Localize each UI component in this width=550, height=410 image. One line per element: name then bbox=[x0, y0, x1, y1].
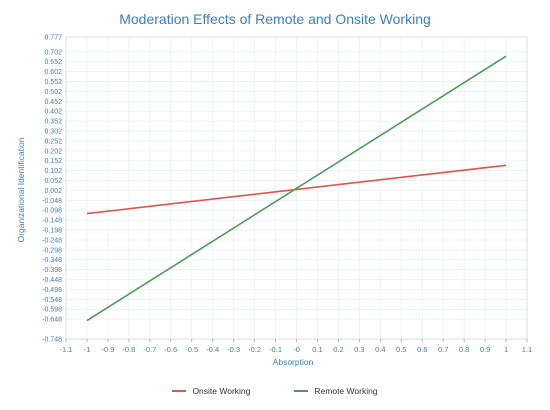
y-tick-label: -0.398 bbox=[42, 267, 62, 274]
x-tick-label: -0.9 bbox=[101, 345, 114, 354]
series-line-onsite-working bbox=[86, 164, 507, 215]
x-tick-label: -0 bbox=[293, 345, 300, 354]
y-tick-label: 0.152 bbox=[44, 158, 62, 165]
y-tick-label: -0.598 bbox=[42, 307, 62, 314]
y-tick-label: 0.452 bbox=[44, 99, 62, 106]
series-lines bbox=[86, 55, 507, 322]
x-tick-label: 0.9 bbox=[480, 345, 490, 354]
x-tick-label: 0.8 bbox=[459, 345, 469, 354]
y-tick-label: -0.548 bbox=[42, 297, 62, 304]
x-tick-label: 0.4 bbox=[375, 345, 385, 354]
legend-item[interactable]: Remote Working bbox=[294, 386, 378, 396]
y-tick-label: 0.252 bbox=[44, 138, 62, 145]
x-tick-label: -0.6 bbox=[164, 345, 177, 354]
y-tick-label: 0.502 bbox=[44, 89, 62, 96]
grid bbox=[65, 36, 528, 340]
legend-swatch bbox=[172, 390, 187, 392]
y-tick-label: -0.048 bbox=[42, 198, 62, 205]
y-tick-label: 0.352 bbox=[44, 119, 62, 126]
legend-swatch bbox=[294, 390, 309, 392]
x-tick-label: 0.6 bbox=[417, 345, 427, 354]
x-tick-label: -0.5 bbox=[185, 345, 198, 354]
y-tick-label: -0.498 bbox=[42, 287, 62, 294]
x-tick-label: -0.8 bbox=[122, 345, 135, 354]
y-tick-label: -0.298 bbox=[42, 247, 62, 254]
x-tick-label: -0.1 bbox=[269, 345, 282, 354]
x-tick-label: -1 bbox=[84, 345, 91, 354]
y-tick-label: -0.648 bbox=[42, 317, 62, 324]
y-tick-label: -0.098 bbox=[42, 208, 62, 215]
y-tick-label: -0.448 bbox=[42, 277, 62, 284]
y-tick-label: 0.652 bbox=[44, 59, 62, 66]
y-tick-label: 0.552 bbox=[44, 79, 62, 86]
x-tick-label: 0.5 bbox=[396, 345, 406, 354]
y-tick-label: 0.702 bbox=[44, 49, 62, 56]
x-tick-label: 0.7 bbox=[438, 345, 448, 354]
y-tick-label: 0.102 bbox=[44, 168, 62, 175]
x-tick-label: -0.3 bbox=[227, 345, 240, 354]
x-tick-label: -0.4 bbox=[206, 345, 219, 354]
x-axis-label: Absorption bbox=[273, 357, 314, 367]
x-tick-label: 0.1 bbox=[312, 345, 322, 354]
y-tick-label: 0.777 bbox=[44, 34, 62, 41]
y-tick-label: -0.748 bbox=[42, 336, 62, 343]
legend-label: Remote Working bbox=[314, 386, 378, 396]
y-tick-label: 0.052 bbox=[44, 178, 62, 185]
x-tick-label: 0.2 bbox=[333, 345, 343, 354]
y-tick-label: -0.198 bbox=[42, 227, 62, 234]
x-tick-label: 0.3 bbox=[354, 345, 364, 354]
y-axis-label: Organizational Identification bbox=[16, 137, 26, 242]
y-tick-label: 0.202 bbox=[44, 148, 62, 155]
y-tick-label: -0.348 bbox=[42, 257, 62, 264]
x-tick-label: -0.7 bbox=[143, 345, 156, 354]
y-tick-label: 0.402 bbox=[44, 109, 62, 116]
legend-item[interactable]: Onsite Working bbox=[172, 386, 250, 396]
x-tick-label: 1.1 bbox=[522, 345, 532, 354]
y-tick-label: 0.302 bbox=[44, 128, 62, 135]
x-tick-label: 1 bbox=[504, 345, 508, 354]
x-tick-label: -1.1 bbox=[60, 345, 73, 354]
y-tick-label: -0.248 bbox=[42, 237, 62, 244]
x-tick-label: -0.2 bbox=[248, 345, 261, 354]
series-line-remote-working bbox=[86, 55, 507, 322]
y-tick-label: 0.602 bbox=[44, 69, 62, 76]
legend: Onsite Working Remote Working bbox=[0, 386, 550, 396]
legend-label: Onsite Working bbox=[192, 386, 251, 396]
y-tick-label: -0.148 bbox=[42, 218, 62, 225]
y-tick-label: 0.002 bbox=[44, 188, 62, 195]
chart-title: Moderation Effects of Remote and Onsite … bbox=[119, 11, 431, 27]
axes: 0.777 0.702 0.652 0.602 0.552 0.502 0.452 0.402… bbox=[42, 34, 532, 354]
